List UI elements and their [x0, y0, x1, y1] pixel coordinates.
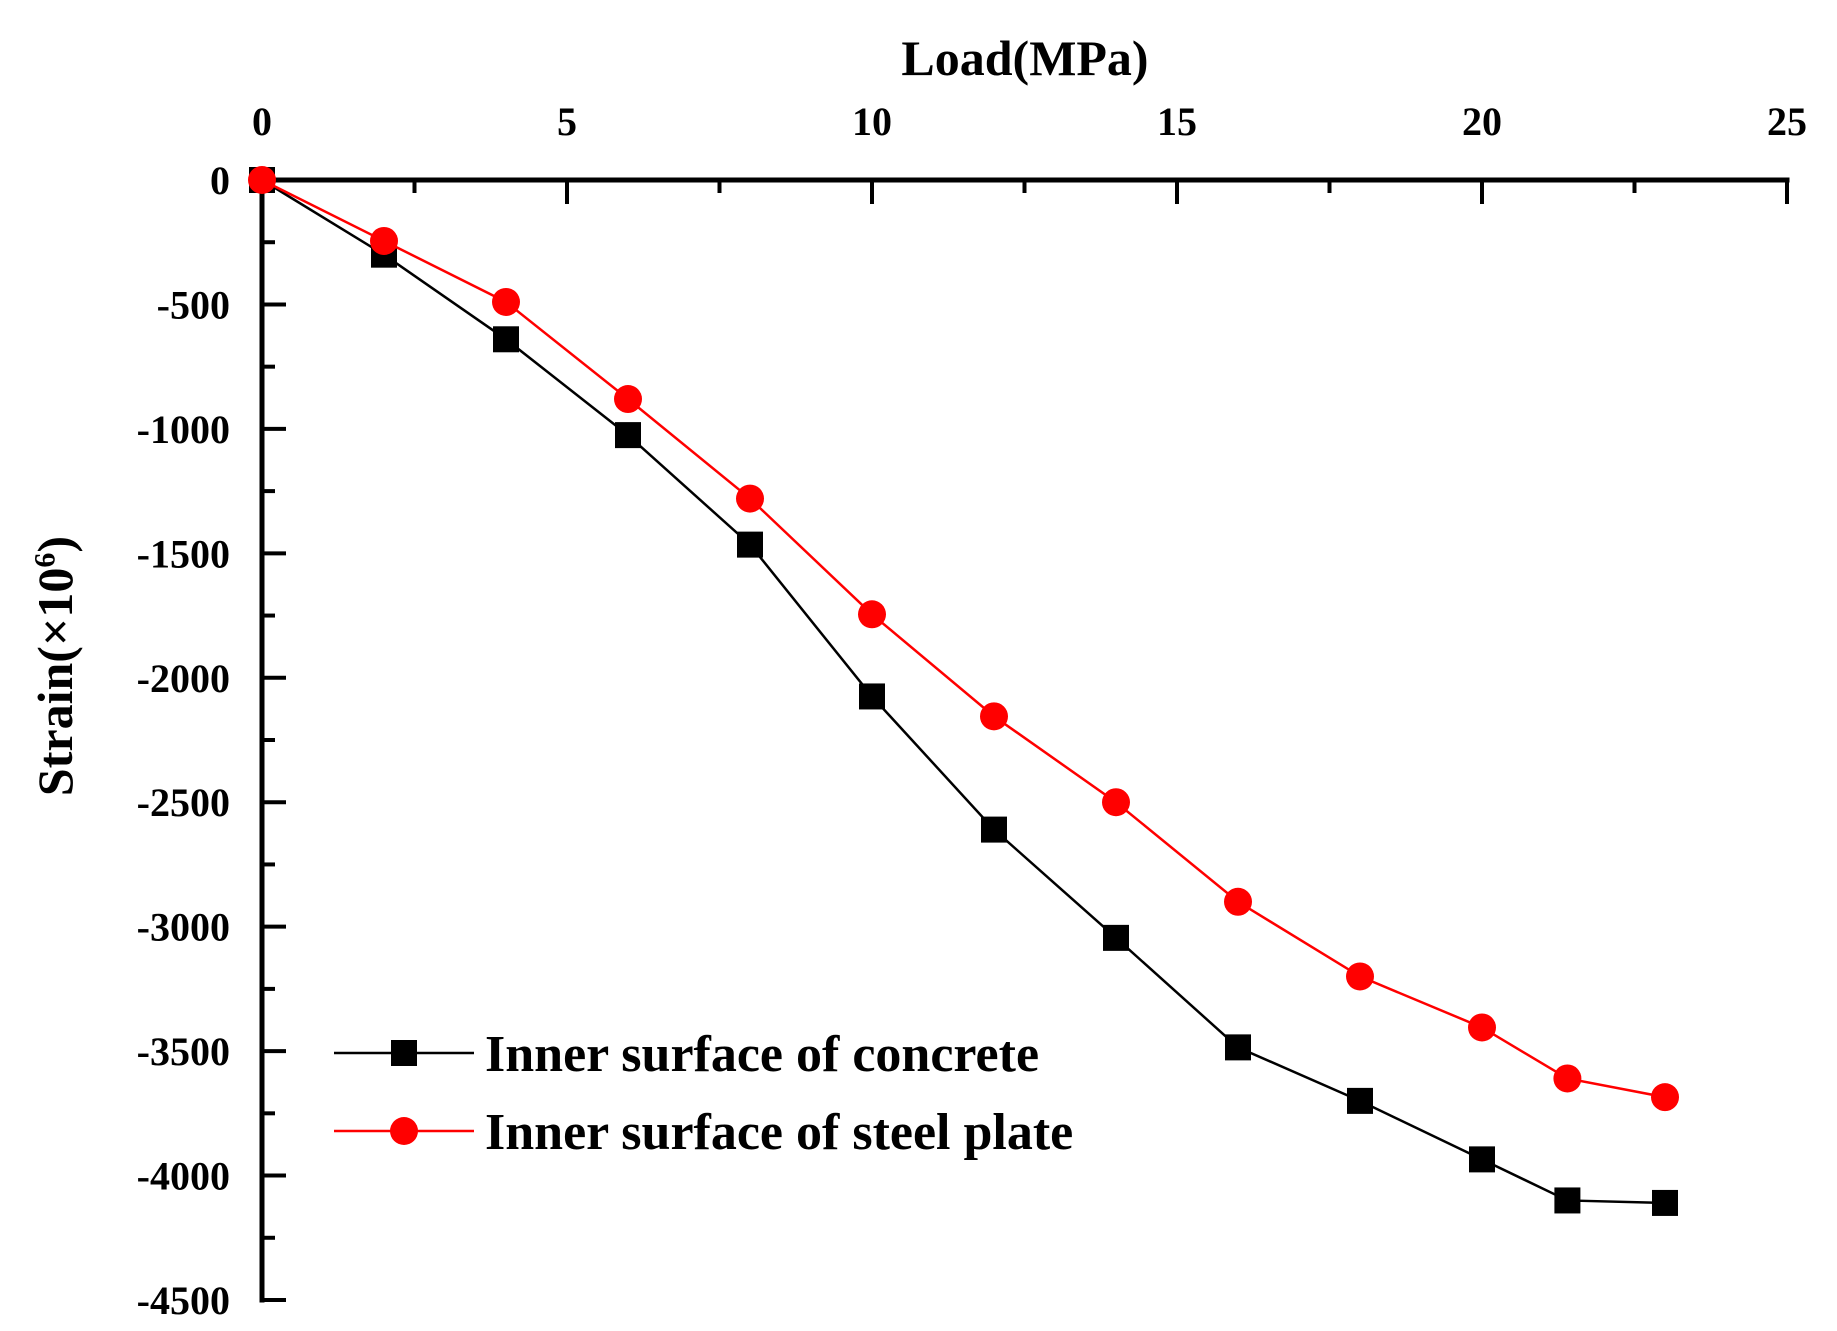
- y-tick-label: 0: [210, 158, 230, 203]
- x-tick-label: 0: [252, 99, 272, 144]
- data-point: [1346, 962, 1374, 991]
- data-point: [1103, 924, 1129, 951]
- data-point: [858, 600, 886, 629]
- data-point: [1224, 887, 1252, 916]
- data-point: [736, 484, 764, 513]
- data-point: [1468, 1013, 1496, 1042]
- x-tick-label: 15: [1157, 99, 1197, 144]
- y-tick-label: -1500: [137, 531, 230, 576]
- data-point: [615, 422, 641, 449]
- legend-label: Inner surface of steel plate: [485, 1104, 1073, 1161]
- legend: Inner surface of concrete Inner surface o…: [334, 1026, 1073, 1161]
- legend-item-1: Inner surface of concrete: [334, 1026, 1039, 1083]
- data-point: [1347, 1087, 1373, 1114]
- x-tick-label: 20: [1462, 99, 1502, 144]
- legend-marker: [390, 1117, 418, 1145]
- legend-marker: [391, 1040, 417, 1066]
- x-tick-label: 5: [557, 99, 577, 144]
- x-tick-label: 25: [1767, 99, 1807, 144]
- x-axis-title: Load(MPa): [901, 30, 1148, 86]
- y-tick-label: -2000: [137, 656, 230, 701]
- data-point: [1652, 1189, 1678, 1216]
- y-tick-label: -4500: [137, 1278, 230, 1323]
- data-point: [1553, 1064, 1582, 1093]
- x-tick-label: 10: [852, 99, 892, 144]
- legend-item-2: Inner surface of steel plate: [334, 1104, 1073, 1161]
- data-point: [370, 226, 398, 255]
- data-point: [492, 287, 520, 316]
- y-axis-title-wrap: Strain(×106): [20, 0, 90, 1331]
- data-point: [248, 166, 276, 194]
- y-tick-label: -4000: [137, 1154, 230, 1199]
- data-point: [981, 816, 1007, 843]
- data-point: [1469, 1146, 1495, 1173]
- y-tick-label: -2500: [137, 780, 230, 825]
- data-point: [859, 683, 885, 710]
- data-point: [1102, 788, 1130, 817]
- y-tick-label: -500: [157, 282, 230, 327]
- data-point: [1225, 1034, 1251, 1061]
- series-1: [249, 167, 1678, 1216]
- data-point: [614, 385, 642, 414]
- data-point: [1554, 1187, 1581, 1214]
- data-point: [737, 531, 763, 558]
- axes: 0 5 10 15 20 25 0 -500 -1000 -1500 -2000 -2500 -3000…: [137, 99, 1807, 1323]
- series-line: [261, 178, 1666, 1099]
- y-tick-label: -3000: [137, 905, 230, 950]
- legend-label: Inner surface of concrete: [485, 1026, 1039, 1083]
- data-point: [980, 702, 1008, 731]
- y-tick-label: -3500: [137, 1029, 230, 1074]
- y-tick-label: -1000: [137, 407, 230, 452]
- y-axis-title: Strain(×106): [27, 535, 83, 796]
- series-layer: [248, 166, 1679, 1216]
- data-point: [1651, 1083, 1679, 1112]
- data-point: [493, 326, 519, 353]
- series-2: [248, 166, 1679, 1112]
